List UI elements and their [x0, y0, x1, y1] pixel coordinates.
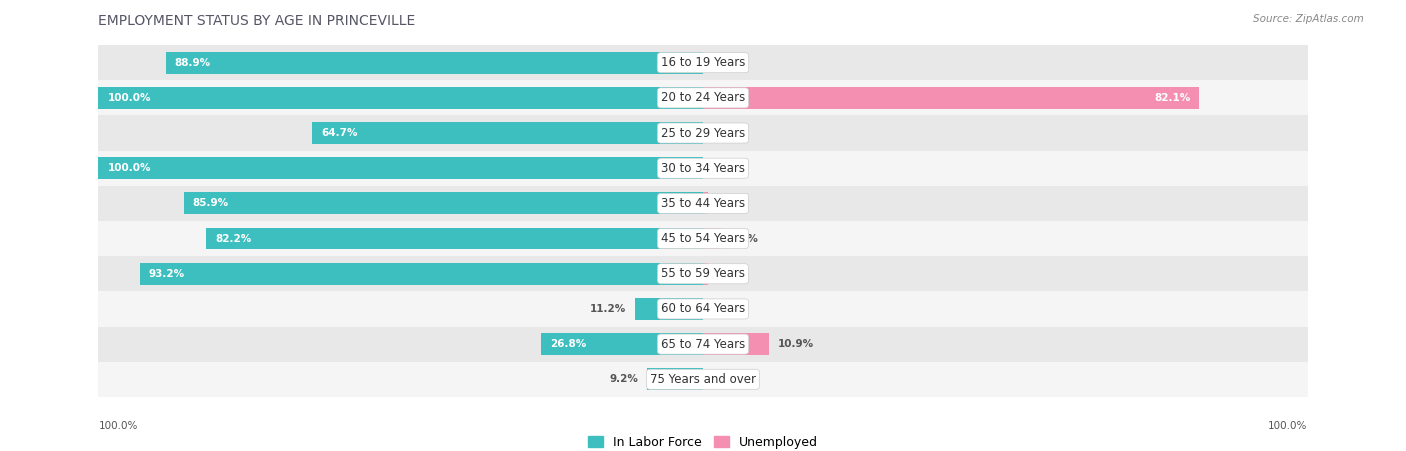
Bar	[98, 256, 1308, 291]
Text: 93.2%: 93.2%	[149, 269, 184, 279]
Text: 85.9%: 85.9%	[193, 198, 229, 208]
Text: 100.0%: 100.0%	[98, 421, 138, 431]
Bar	[98, 115, 1308, 151]
Bar	[166, 52, 703, 74]
Text: EMPLOYMENT STATUS BY AGE IN PRINCEVILLE: EMPLOYMENT STATUS BY AGE IN PRINCEVILLE	[98, 14, 416, 28]
Bar	[703, 193, 707, 214]
Bar	[98, 151, 1308, 186]
Text: 10.9%: 10.9%	[778, 339, 814, 349]
Bar	[98, 362, 1308, 397]
Text: 82.1%: 82.1%	[1154, 93, 1191, 103]
Text: 100.0%: 100.0%	[107, 163, 150, 173]
Bar	[98, 221, 1308, 256]
Bar	[98, 80, 1308, 115]
Text: 0.8%: 0.8%	[717, 198, 747, 208]
Bar	[139, 263, 703, 285]
Text: 0.0%: 0.0%	[711, 128, 741, 138]
Text: 16 to 19 Years: 16 to 19 Years	[661, 56, 745, 69]
Bar	[312, 122, 703, 144]
Text: 88.9%: 88.9%	[174, 58, 211, 68]
Text: 55 to 59 Years: 55 to 59 Years	[661, 267, 745, 280]
Bar	[98, 87, 703, 109]
Text: 25 to 29 Years: 25 to 29 Years	[661, 127, 745, 139]
Text: 75 Years and over: 75 Years and over	[650, 373, 756, 386]
Text: 9.2%: 9.2%	[609, 374, 638, 384]
Legend: In Labor Force, Unemployed: In Labor Force, Unemployed	[583, 431, 823, 451]
Text: 0.0%: 0.0%	[711, 58, 741, 68]
Text: 65 to 74 Years: 65 to 74 Years	[661, 338, 745, 350]
Text: 100.0%: 100.0%	[107, 93, 150, 103]
Text: 64.7%: 64.7%	[321, 128, 357, 138]
Bar	[207, 228, 703, 249]
Bar	[541, 333, 703, 355]
Text: 2.9%: 2.9%	[730, 234, 758, 244]
Text: 82.2%: 82.2%	[215, 234, 252, 244]
Bar	[98, 186, 1308, 221]
Text: 100.0%: 100.0%	[1268, 421, 1308, 431]
Text: 30 to 34 Years: 30 to 34 Years	[661, 162, 745, 175]
Bar	[703, 228, 720, 249]
Text: 0.0%: 0.0%	[711, 374, 741, 384]
Bar	[703, 263, 709, 285]
Bar	[636, 298, 703, 320]
Text: 35 to 44 Years: 35 to 44 Years	[661, 197, 745, 210]
Text: Source: ZipAtlas.com: Source: ZipAtlas.com	[1253, 14, 1364, 23]
Bar	[98, 45, 1308, 80]
Bar	[647, 368, 703, 390]
Text: 60 to 64 Years: 60 to 64 Years	[661, 303, 745, 315]
Text: 45 to 54 Years: 45 to 54 Years	[661, 232, 745, 245]
Text: 0.0%: 0.0%	[711, 304, 741, 314]
Bar	[184, 193, 703, 214]
Text: 11.2%: 11.2%	[591, 304, 626, 314]
Text: 26.8%: 26.8%	[550, 339, 586, 349]
Bar	[98, 327, 1308, 362]
Bar	[98, 291, 1308, 327]
Text: 0.0%: 0.0%	[711, 163, 741, 173]
Text: 0.9%: 0.9%	[717, 269, 747, 279]
Bar	[98, 157, 703, 179]
Bar	[703, 333, 769, 355]
Text: 20 to 24 Years: 20 to 24 Years	[661, 92, 745, 104]
Bar	[703, 87, 1199, 109]
